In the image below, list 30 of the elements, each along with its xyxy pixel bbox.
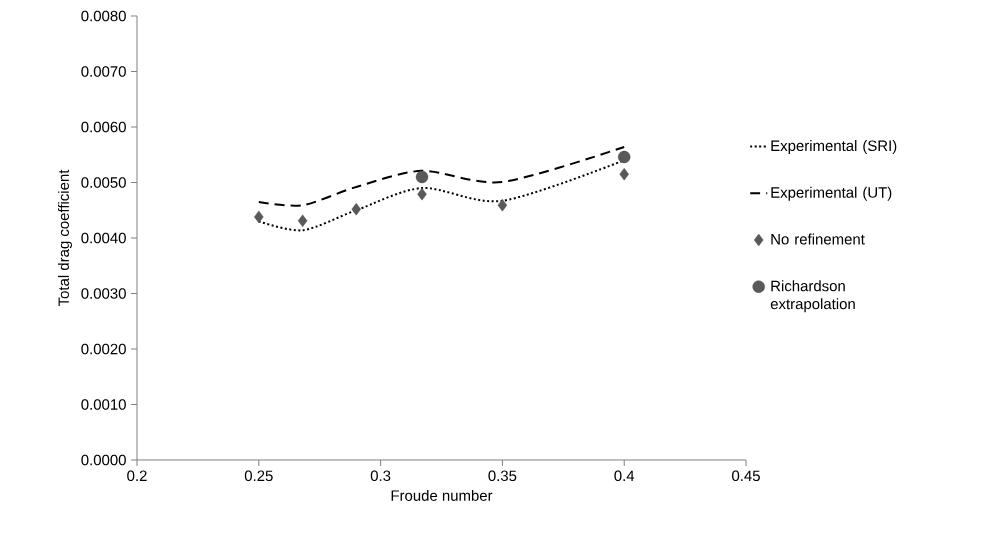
y-tick-label: 0.0050 — [81, 177, 126, 188]
x-tick-label: 0.4 — [614, 470, 635, 482]
x-axis-title: Froude number — [391, 489, 493, 501]
x-tick-label: 0.25 — [244, 470, 273, 482]
y-tick-label: 0.0040 — [81, 232, 126, 244]
point — [497, 199, 508, 212]
y-tick-label: 0.0060 — [81, 121, 126, 133]
legend-label: Experimental (UT) — [771, 186, 892, 201]
legend-label: Richardson extrapolation — [770, 280, 855, 313]
y-tick-label: 0.0080 — [81, 10, 126, 22]
y-tick-label: 0.0010 — [81, 399, 126, 410]
y-tick-label: 0.0070 — [81, 66, 126, 77]
point — [417, 187, 427, 201]
legend-label: Experimental (SRI) — [771, 140, 897, 154]
line-series — [257, 145, 626, 207]
y-tick-label: 0.0020 — [81, 343, 126, 355]
y-tick-label: 0.0030 — [81, 288, 126, 299]
legend-label: No refinement — [771, 233, 865, 245]
y-axis-title: Total drag coefficient — [58, 169, 72, 307]
point — [254, 210, 264, 224]
y-tick-label: 0.0000 — [81, 454, 126, 466]
x-tick-label: 0.2 — [127, 470, 147, 482]
point — [618, 150, 631, 164]
point — [297, 214, 308, 227]
point — [351, 202, 361, 216]
x-tick-label: 0.35 — [488, 470, 517, 482]
x-tick-label: 0.3 — [370, 470, 391, 482]
x-tick-label: 0.45 — [732, 470, 760, 482]
point — [415, 170, 429, 184]
point — [619, 167, 629, 181]
